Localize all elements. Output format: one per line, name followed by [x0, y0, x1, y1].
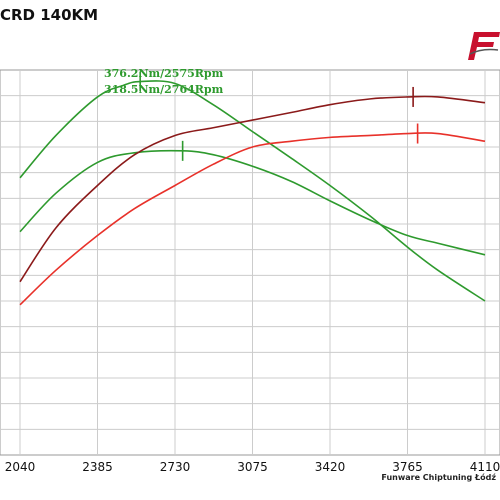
annotation-torque-tuned: 376.2Nm/2575Rpm — [104, 67, 224, 80]
grid-vertical — [19, 70, 486, 455]
funware-logo-icon — [468, 32, 500, 60]
series-line-power-stock — [19, 132, 486, 306]
series-line-torque-stock — [19, 149, 486, 256]
x-tick-label: 4110 — [470, 460, 500, 474]
annotation-torque-stock: 318.5Nm/2764Rpm — [104, 83, 224, 96]
x-tick-label: 3075 — [237, 460, 268, 474]
annotation-layer: 376.2Nm/2575Rpm 318.5Nm/2764Rpm — [104, 67, 224, 96]
series-line-torque-tuned — [19, 80, 486, 302]
series-line-power-tuned — [19, 95, 486, 283]
plot-area — [0, 69, 500, 456]
credit-text: Funware Chiptuning Łódź — [381, 473, 496, 482]
chart-title: CRD 140KM — [0, 6, 99, 24]
x-tick-label: 3420 — [315, 460, 346, 474]
x-tick-label: 2385 — [82, 460, 113, 474]
x-tick-label: 2730 — [160, 460, 191, 474]
x-axis-ticks: 2040 2385 2730 3075 3420 3765 4110 — [5, 460, 500, 474]
x-tick-label: 3765 — [392, 460, 423, 474]
grid-horizontal — [0, 95, 500, 430]
x-tick-label: 2040 — [5, 460, 36, 474]
plot-frame — [0, 69, 500, 456]
series-layer — [19, 80, 486, 306]
peak-markers — [139, 71, 419, 161]
